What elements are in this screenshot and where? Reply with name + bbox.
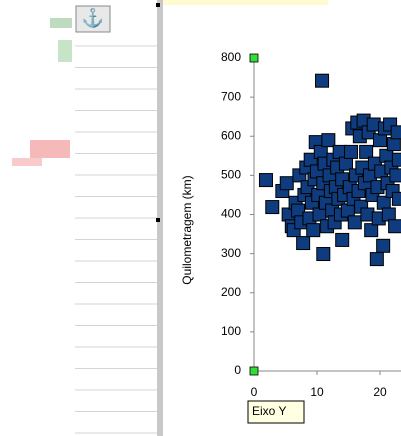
point [338,156,353,171]
point [386,137,401,152]
point [316,247,331,262]
y-tick-label: 300 [221,246,241,260]
point [313,144,328,159]
icon-fragment [30,140,70,158]
handle [156,3,160,7]
point [265,200,280,215]
point [376,195,391,210]
point [359,144,374,159]
point [279,176,294,191]
point [306,223,321,238]
icon-fragment [12,158,42,166]
point [321,133,336,148]
point [315,73,330,88]
selection-handle [249,53,259,63]
icon-fragment [50,18,72,28]
point [340,203,355,218]
point [389,168,401,183]
y-tick-label: 100 [221,324,241,338]
sheet-icons [12,18,72,166]
tooltip: Eixo Y [252,404,286,418]
point [391,152,401,167]
y-tick-label: 600 [221,128,241,142]
point [296,236,311,251]
point [379,148,394,163]
y-tick-label: 200 [221,285,241,299]
tooltip-box [247,400,305,424]
point [381,207,396,222]
anchor-icon: ⚓ [82,7,104,28]
x-tick-label: 10 [310,385,324,399]
point [391,191,401,206]
point [344,144,359,159]
y-tick-label: 500 [221,168,241,182]
handle [156,218,160,222]
plot: 0 100 200 300 400 500 600 700 800 0 10 20 [221,50,401,399]
point [388,219,401,234]
y-axis-title: Quilometragem (km) [180,175,194,284]
y-tick-label: 0 [234,363,241,377]
y-tick-label: 400 [221,207,241,221]
point [373,133,387,148]
y-tick-label: 700 [221,89,241,103]
point [364,223,379,238]
y-tick-label: 800 [221,50,241,64]
point [369,252,384,267]
worksheet-rows [75,45,157,434]
point [376,238,391,253]
x-tick-label: 20 [373,385,387,399]
point [335,232,350,247]
point [312,207,327,222]
point [258,173,273,188]
selection-handle [249,366,259,376]
header-cells [158,0,328,5]
icon-fragment [58,40,72,62]
anchor-button[interactable] [75,5,111,33]
point [390,125,401,140]
x-tick-label: 0 [251,385,258,399]
point [347,215,362,230]
